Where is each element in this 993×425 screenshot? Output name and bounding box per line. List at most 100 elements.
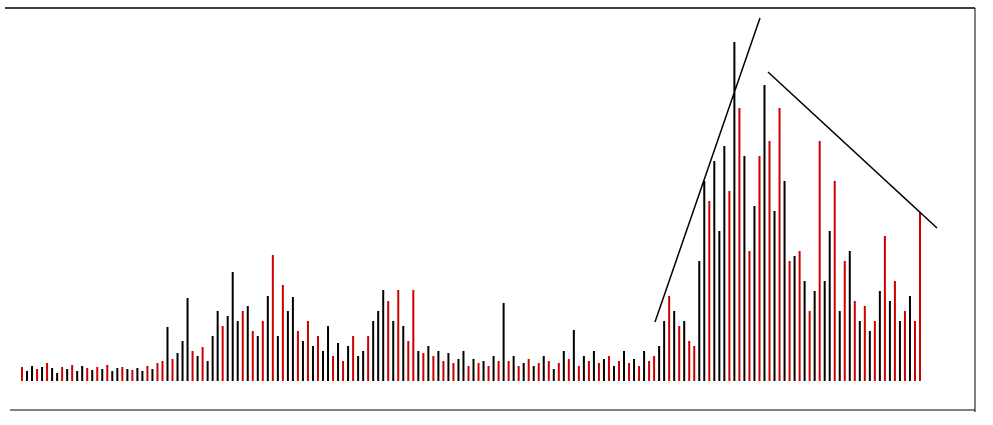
bar xyxy=(683,321,686,381)
bar xyxy=(577,366,580,381)
bar xyxy=(733,42,736,381)
bar xyxy=(552,369,555,381)
bar xyxy=(502,303,505,381)
bar xyxy=(788,261,791,381)
bar xyxy=(773,211,776,381)
bars xyxy=(21,42,921,381)
bar xyxy=(462,351,465,381)
bar xyxy=(878,291,881,381)
bar xyxy=(256,336,259,381)
bar xyxy=(713,161,716,381)
bar xyxy=(708,201,711,381)
bar xyxy=(688,341,691,381)
bar xyxy=(166,327,169,381)
bar xyxy=(793,256,796,381)
bar xyxy=(803,281,806,381)
bar xyxy=(337,343,340,381)
bar xyxy=(226,316,229,381)
bar xyxy=(372,321,375,381)
bar xyxy=(572,330,575,381)
bar xyxy=(136,368,139,381)
bar xyxy=(316,336,319,381)
bar xyxy=(151,369,154,381)
bar xyxy=(567,359,570,381)
bar xyxy=(587,361,590,381)
bar xyxy=(362,351,365,381)
bar xyxy=(126,369,129,381)
bar xyxy=(327,326,330,381)
bar xyxy=(387,301,390,381)
bar xyxy=(547,361,550,381)
trend-line xyxy=(767,71,938,229)
bar xyxy=(813,291,816,381)
bar xyxy=(296,331,299,381)
bar xyxy=(286,311,289,381)
bar xyxy=(517,366,520,381)
bar xyxy=(723,146,726,381)
bar xyxy=(703,181,706,381)
bar xyxy=(848,251,851,381)
bar xyxy=(452,363,455,381)
bar xyxy=(196,356,199,381)
bar xyxy=(898,321,901,381)
bar xyxy=(66,369,69,381)
bar xyxy=(146,366,149,381)
bar xyxy=(487,366,490,381)
bar xyxy=(101,369,104,381)
bar xyxy=(612,366,615,381)
bar xyxy=(332,356,335,381)
bar xyxy=(402,326,405,381)
bar xyxy=(783,181,786,381)
bar xyxy=(221,326,224,381)
bar xyxy=(246,306,249,381)
bar xyxy=(678,326,681,381)
bar xyxy=(306,321,309,381)
bar xyxy=(432,356,435,381)
bar xyxy=(382,290,385,381)
bar xyxy=(873,321,876,381)
bar xyxy=(397,290,400,381)
bar xyxy=(141,371,144,381)
bar xyxy=(211,336,214,381)
bar xyxy=(693,346,696,381)
bar xyxy=(41,367,44,381)
bar xyxy=(367,336,370,381)
bar xyxy=(607,356,610,381)
bar xyxy=(843,261,846,381)
bar xyxy=(447,353,450,381)
bar xyxy=(728,191,731,381)
bar xyxy=(392,321,395,381)
bar xyxy=(557,363,560,381)
bar xyxy=(919,212,921,381)
bar xyxy=(357,356,360,381)
bar xyxy=(888,301,891,381)
bar xyxy=(778,108,781,381)
bar xyxy=(81,366,84,381)
bar xyxy=(342,361,345,381)
bar xyxy=(161,361,164,381)
bar xyxy=(718,231,721,381)
bar xyxy=(51,368,54,381)
bar xyxy=(562,351,565,381)
bar xyxy=(281,285,284,381)
bar xyxy=(648,361,651,381)
bar xyxy=(863,306,866,381)
bar xyxy=(76,371,79,381)
bar xyxy=(653,356,656,381)
bar xyxy=(743,156,746,381)
bar xyxy=(31,366,34,381)
bar xyxy=(111,371,114,381)
bar xyxy=(527,359,530,381)
bar xyxy=(261,321,264,381)
bar xyxy=(231,272,234,381)
bar xyxy=(597,363,600,381)
bar xyxy=(602,359,605,381)
bar xyxy=(437,351,440,381)
bar xyxy=(156,363,159,381)
bar xyxy=(638,366,641,381)
bar xyxy=(542,356,545,381)
bar xyxy=(633,359,636,381)
bar xyxy=(26,371,29,381)
bar xyxy=(352,336,355,381)
bar xyxy=(582,356,585,381)
